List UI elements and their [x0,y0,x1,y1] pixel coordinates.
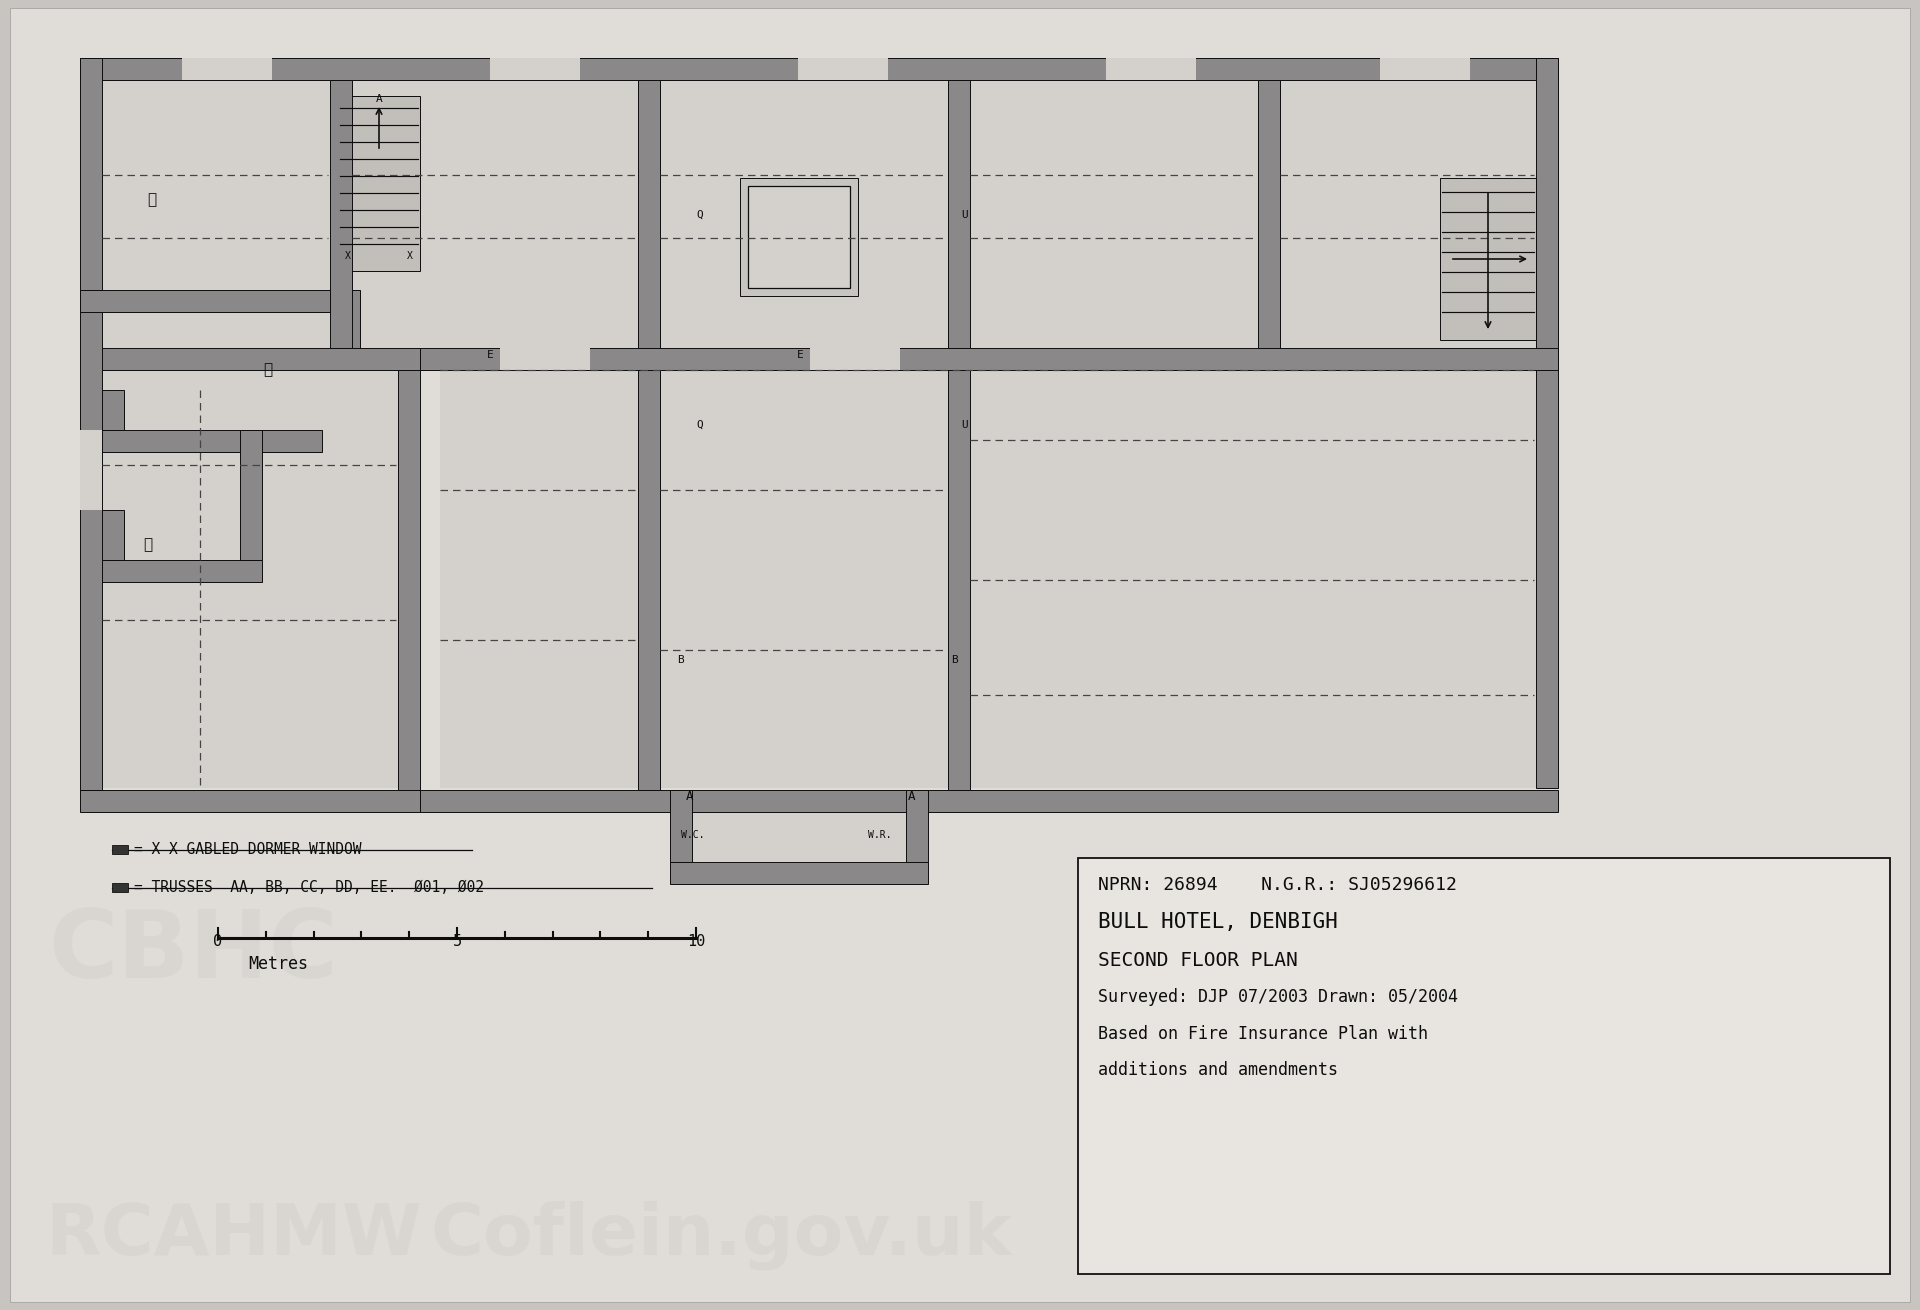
Bar [948,369,970,790]
Bar [749,186,851,288]
Bar [81,58,102,790]
Text: A: A [685,790,693,803]
Bar [102,390,125,430]
Bar [670,862,927,884]
Text: X: X [407,252,413,261]
Text: U: U [962,421,968,430]
Text: X: X [346,252,351,261]
Text: NPRN: 26894    N.G.R.: SJ05296612: NPRN: 26894 N.G.R.: SJ05296612 [1098,876,1457,893]
Bar [397,369,420,790]
Text: B: B [952,655,958,665]
Bar [1536,58,1557,789]
Bar [1106,58,1196,80]
Bar [637,369,660,790]
Bar [102,348,420,369]
Bar [810,348,900,369]
Text: B: B [676,655,684,665]
Text: Surveyed: DJP 07/2003 Drawn: 05/2004: Surveyed: DJP 07/2003 Drawn: 05/2004 [1098,988,1457,1006]
Bar [81,430,102,510]
Text: W.C.: W.C. [682,831,705,840]
Bar [111,883,129,892]
Text: RCAHMW: RCAHMW [44,1200,422,1269]
Bar [1258,80,1281,348]
Bar [111,845,129,854]
Bar [330,80,351,348]
Text: U: U [962,210,968,220]
Bar [338,290,361,348]
Bar [440,348,1536,789]
Bar [420,790,1557,812]
Bar [1077,858,1889,1275]
Bar [637,80,660,348]
Bar [799,58,887,80]
Text: additions and amendments: additions and amendments [1098,1061,1338,1079]
Bar [420,348,1557,369]
Text: Q: Q [697,210,703,220]
Bar [81,58,1557,80]
Text: 0: 0 [213,934,223,948]
Text: E: E [797,350,803,360]
Bar [102,430,323,452]
Bar [948,80,970,348]
Text: = TRUSSES  AA, BB, CC, DD, EE.  Ø01, Ø02: = TRUSSES AA, BB, CC, DD, EE. Ø01, Ø02 [134,880,484,896]
Text: 5: 5 [453,934,461,948]
Text: Coflein.gov.uk: Coflein.gov.uk [430,1200,1012,1269]
Bar [102,559,261,582]
Text: Q: Q [697,421,703,430]
Text: Metres: Metres [248,955,307,973]
Text: 10: 10 [687,934,705,948]
Bar [102,510,125,559]
Bar [81,290,340,312]
Bar [739,178,858,296]
Bar [240,430,261,559]
Text: ②: ② [263,363,273,377]
Bar [102,80,1536,348]
Bar [670,790,691,862]
Bar [499,348,589,369]
Text: A: A [376,94,382,103]
Bar [672,790,908,862]
Text: ③: ③ [148,193,157,207]
Bar [338,96,420,271]
Text: A: A [908,790,916,803]
Text: ①: ① [144,537,152,553]
Bar [81,790,420,812]
Text: = X X GABLED DORMER WINDOW: = X X GABLED DORMER WINDOW [134,842,361,858]
Bar [1380,58,1471,80]
Text: E: E [486,350,493,360]
Bar [490,58,580,80]
Text: CBHC: CBHC [48,907,338,998]
Bar [182,58,273,80]
Text: Based on Fire Insurance Plan with: Based on Fire Insurance Plan with [1098,1024,1428,1043]
Bar [102,348,420,789]
Bar [906,790,927,862]
Text: SECOND FLOOR PLAN: SECOND FLOOR PLAN [1098,951,1298,969]
Text: W.R.: W.R. [868,831,891,840]
Text: BULL HOTEL, DENBIGH: BULL HOTEL, DENBIGH [1098,912,1338,931]
Bar [1440,178,1536,341]
